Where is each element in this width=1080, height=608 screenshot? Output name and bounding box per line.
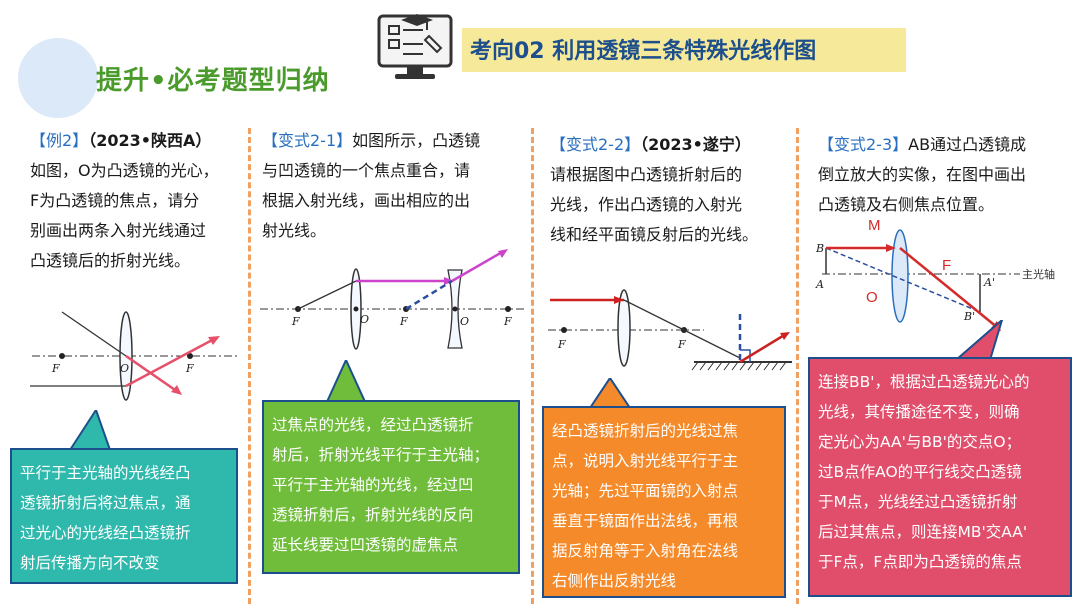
callout-line: 射后，折射光线平行于主光轴； — [272, 446, 490, 464]
question-line: 线和经平面镜反射后的光线。 — [550, 225, 759, 244]
callout-line: 过B点作AO的平行线交凸透镜 — [818, 463, 1022, 481]
question-line: 请根据图中凸透镜折射后的 — [550, 165, 743, 184]
callout-line: 平行于主光轴的光线，经过凹 — [272, 476, 474, 494]
figure-convex-lens-rays: F O F — [30, 311, 238, 401]
label-point-m: M — [868, 217, 881, 234]
label-center: O — [360, 313, 369, 326]
label-focus: F — [942, 257, 951, 274]
callout-explanation-2: 过焦点的光线，经过凸透镜折 射后，折射光线平行于主光轴； 平行于主光轴的光线，经… — [262, 400, 520, 574]
callout-line: 延长线要过凹透镜的虚焦点 — [272, 536, 459, 554]
callout-line: 定光心为AA'与BB'的交点O； — [818, 433, 1022, 451]
callout-pointer — [588, 378, 632, 408]
page-brand-title: 提升•必考题型归纳 — [96, 66, 330, 96]
callout-line: 垂直于镜面作出法线，再根 — [552, 512, 739, 530]
question-tag: 【变式2-2】 — [550, 135, 641, 154]
column-divider — [796, 128, 799, 604]
question-source: （2023•遂宁） — [640, 135, 751, 154]
question-line: 如图所示，凸透镜 — [352, 131, 481, 150]
label-point-a: A — [815, 278, 824, 291]
label-optical-center: O — [120, 362, 129, 375]
callout-line: 右侧作出反射光线 — [552, 572, 677, 590]
question-tag: 【变式2-3】 — [818, 135, 909, 154]
callout-pointer — [68, 410, 112, 450]
label-focus: F — [291, 315, 300, 328]
callout-line: 过焦点的光线，经过凸透镜折 — [272, 416, 474, 434]
question-line: 根据入射光线，画出相应的出 — [262, 191, 471, 210]
callout-line: 经凸透镜折射后的光线过焦 — [552, 422, 739, 440]
label-focus: F — [557, 338, 566, 351]
column-divider — [531, 128, 534, 604]
label-center: O — [460, 315, 469, 328]
callout-pointer — [956, 320, 1004, 360]
label-point-a-prime: A' — [983, 276, 995, 289]
question-source: （2023•陕西A） — [88, 131, 212, 150]
figure-lens-and-mirror: F F — [548, 289, 792, 371]
question-line: AB通过凸透镜成 — [908, 135, 1027, 154]
label-point-b-prime: B' — [963, 310, 975, 323]
label-focus: F — [677, 338, 686, 351]
decorative-circle — [18, 38, 98, 118]
label-focus-left: F — [51, 362, 60, 375]
callout-line: 射后传播方向不改变 — [20, 554, 160, 572]
callout-line: 于M点，光线经过凸透镜折射 — [818, 493, 1018, 511]
callout-line: 后过其焦点，则连接MB'交AA' — [818, 523, 1028, 541]
callout-explanation-1: 平行于主光轴的光线经凸 透镜折射后将过焦点，通 过光心的光线经凸透镜折 射后传播… — [10, 448, 238, 584]
question-line: F为凸透镜的焦点，请分 — [30, 191, 200, 210]
callout-explanation-3: 经凸透镜折射后的光线过焦 点，说明入射光线平行于主 光轴；先过平面镜的入射点 垂… — [542, 406, 786, 598]
callout-line: 透镜折射后，折射光线的反向 — [272, 506, 474, 524]
label-focus-right: F — [185, 362, 194, 375]
topic-title: 考向02 利用透镜三条特殊光线作图 — [470, 39, 817, 64]
figure-lens-image-formation: B A M O F A' B' 主光轴 — [815, 217, 1055, 331]
callout-line: 于F点，F点即为凸透镜的焦点 — [818, 553, 1022, 571]
callout-explanation-4: 连接BB'，根据过凸透镜光心的 光线，其传播途径不变，则确 定光心为AA'与BB… — [808, 357, 1072, 597]
question-line: 倒立放大的实像，在图中画出 — [818, 165, 1027, 184]
monitor-icon — [377, 14, 453, 79]
callout-line: 光轴；先过平面镜的入射点 — [552, 482, 739, 500]
figure-convex-concave-lens: F O F O F — [260, 249, 524, 350]
question-line: 凸透镜后的折射光线。 — [30, 251, 191, 270]
question-example-2: 【例2】（2023•陕西A） 如图，O为凸透镜的光心， F为凸透镜的焦点，请分 … — [30, 126, 245, 276]
callout-line: 据反射角等于入射角在法线 — [552, 542, 739, 560]
question-line: 凸透镜及右侧焦点位置。 — [818, 195, 995, 214]
callout-line: 透镜折射后将过焦点，通 — [20, 494, 191, 512]
question-tag: 【例2】 — [30, 131, 89, 150]
callout-line: 过光心的光线经凸透镜折 — [20, 524, 191, 542]
label-optical-center: O — [866, 289, 878, 306]
callout-line: 光线，其传播途径不变，则确 — [818, 403, 1020, 421]
callout-line: 连接BB'，根据过凸透镜光心的 — [818, 373, 1030, 391]
topic-banner — [462, 28, 906, 72]
question-tag: 【变式2-1】 — [262, 131, 353, 150]
question-variant-2-1: 【变式2-1】如图所示，凸透镜 与凹透镜的一个焦点重合，请 根据入射光线，画出相… — [262, 126, 527, 246]
question-variant-2-2: 【变式2-2】（2023•遂宁） 请根据图中凸透镜折射后的 光线，作出凸透镜的入… — [550, 130, 790, 250]
label-focus: F — [503, 315, 512, 328]
question-line: 如图，O为凸透镜的光心， — [30, 161, 219, 180]
label-point-b: B — [815, 242, 824, 255]
question-line: 光线，作出凸透镜的入射光 — [550, 195, 743, 214]
question-line: 射光线。 — [262, 221, 327, 240]
question-line: 别画出两条入射光线通过 — [30, 221, 207, 240]
question-variant-2-3: 【变式2-3】AB通过凸透镜成 倒立放大的实像，在图中画出 凸透镜及右侧焦点位置… — [818, 130, 1068, 220]
label-principal-axis: 主光轴 — [1022, 267, 1055, 281]
callout-line: 点，说明入射光线平行于主 — [552, 452, 739, 470]
callout-line: 平行于主光轴的光线经凸 — [20, 464, 191, 482]
column-divider — [248, 128, 251, 604]
callout-pointer — [324, 360, 368, 404]
question-line: 与凹透镜的一个焦点重合，请 — [262, 161, 471, 180]
label-focus: F — [399, 315, 408, 328]
